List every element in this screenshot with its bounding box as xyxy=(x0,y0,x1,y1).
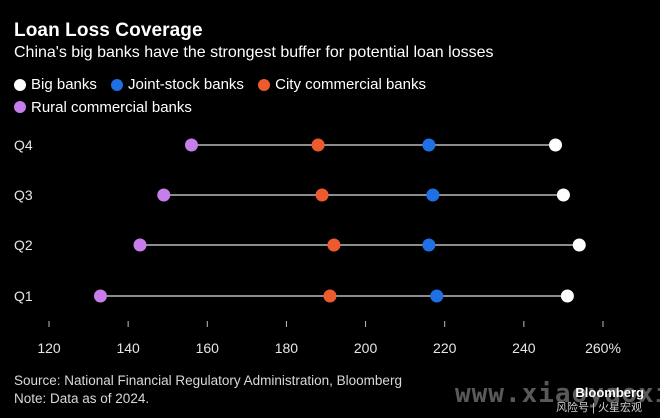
watermark: www.xiaoyaoxin.com xyxy=(455,379,660,409)
legend-item-city-commercial-banks: City commercial banks xyxy=(258,74,426,95)
x-tick-label-260: 260% xyxy=(585,340,621,356)
dot-rural-commercial-banks-q4 xyxy=(184,138,198,152)
row-label-q2: Q2 xyxy=(14,237,33,253)
x-tick-label-200: 200 xyxy=(354,340,378,356)
legend-label-big-banks: Big banks xyxy=(31,76,97,93)
row-label-q4: Q4 xyxy=(14,137,33,153)
legend-marker-rural-commercial-banks xyxy=(14,101,26,113)
row-label-q1: Q1 xyxy=(14,288,33,304)
data-note: Note: Data as of 2024. xyxy=(14,391,150,406)
dot-big-banks-q1 xyxy=(560,289,574,303)
legend: Big banks Joint-stock banks City commerc… xyxy=(14,74,534,119)
x-tick-label-160: 160 xyxy=(196,340,220,356)
source-text: Source: National Financial Regulatory Ad… xyxy=(14,373,402,388)
dot-joint-stock-banks-q4 xyxy=(422,138,436,152)
dot-rural-commercial-banks-q3 xyxy=(157,188,171,202)
legend-item-big-banks: Big banks xyxy=(14,74,97,95)
dot-city-commercial-banks-q4 xyxy=(311,138,325,152)
dot-big-banks-q2 xyxy=(572,238,586,252)
dot-joint-stock-banks-q3 xyxy=(426,188,440,202)
dot-rural-commercial-banks-q1 xyxy=(93,289,107,303)
x-tick-label-240: 240 xyxy=(512,340,536,356)
x-tick-label-120: 120 xyxy=(37,340,61,356)
dot-city-commercial-banks-q3 xyxy=(315,188,329,202)
legend-marker-big-banks xyxy=(14,78,26,91)
dot-joint-stock-banks-q1 xyxy=(430,289,444,303)
dot-city-commercial-banks-q2 xyxy=(327,238,341,252)
dot-city-commercial-banks-q1 xyxy=(323,289,337,303)
dot-big-banks-q3 xyxy=(556,188,570,202)
legend-marker-joint-stock-banks xyxy=(111,78,124,91)
dot-joint-stock-banks-q2 xyxy=(422,238,436,252)
row-label-q3: Q3 xyxy=(14,187,33,203)
brand-subtext: 风险号 | 火星宏观 xyxy=(556,402,642,414)
bloomberg-logo: Bloomberg xyxy=(575,385,644,400)
chart-title: Loan Loss Coverage xyxy=(14,20,203,41)
legend-label-rural-commercial-banks: Rural commercial banks xyxy=(31,98,192,116)
dot-big-banks-q4 xyxy=(549,138,563,152)
x-tick-label-140: 140 xyxy=(116,340,140,356)
x-tick-label-180: 180 xyxy=(275,340,299,356)
legend-label-city-commercial-banks: City commercial banks xyxy=(275,76,426,93)
dot-rural-commercial-banks-q2 xyxy=(133,238,147,252)
x-tick-label-220: 220 xyxy=(433,340,457,356)
legend-label-joint-stock-banks: Joint-stock banks xyxy=(128,76,244,93)
legend-marker-city-commercial-banks xyxy=(258,78,271,91)
legend-item-joint-stock-banks: Joint-stock banks xyxy=(111,74,244,95)
source-note: Source: National Financial Regulatory Ad… xyxy=(14,372,402,408)
chart-subtitle: China's big banks have the strongest buf… xyxy=(14,44,494,61)
legend-item-rural-commercial-banks: Rural commercial banks xyxy=(14,97,192,118)
